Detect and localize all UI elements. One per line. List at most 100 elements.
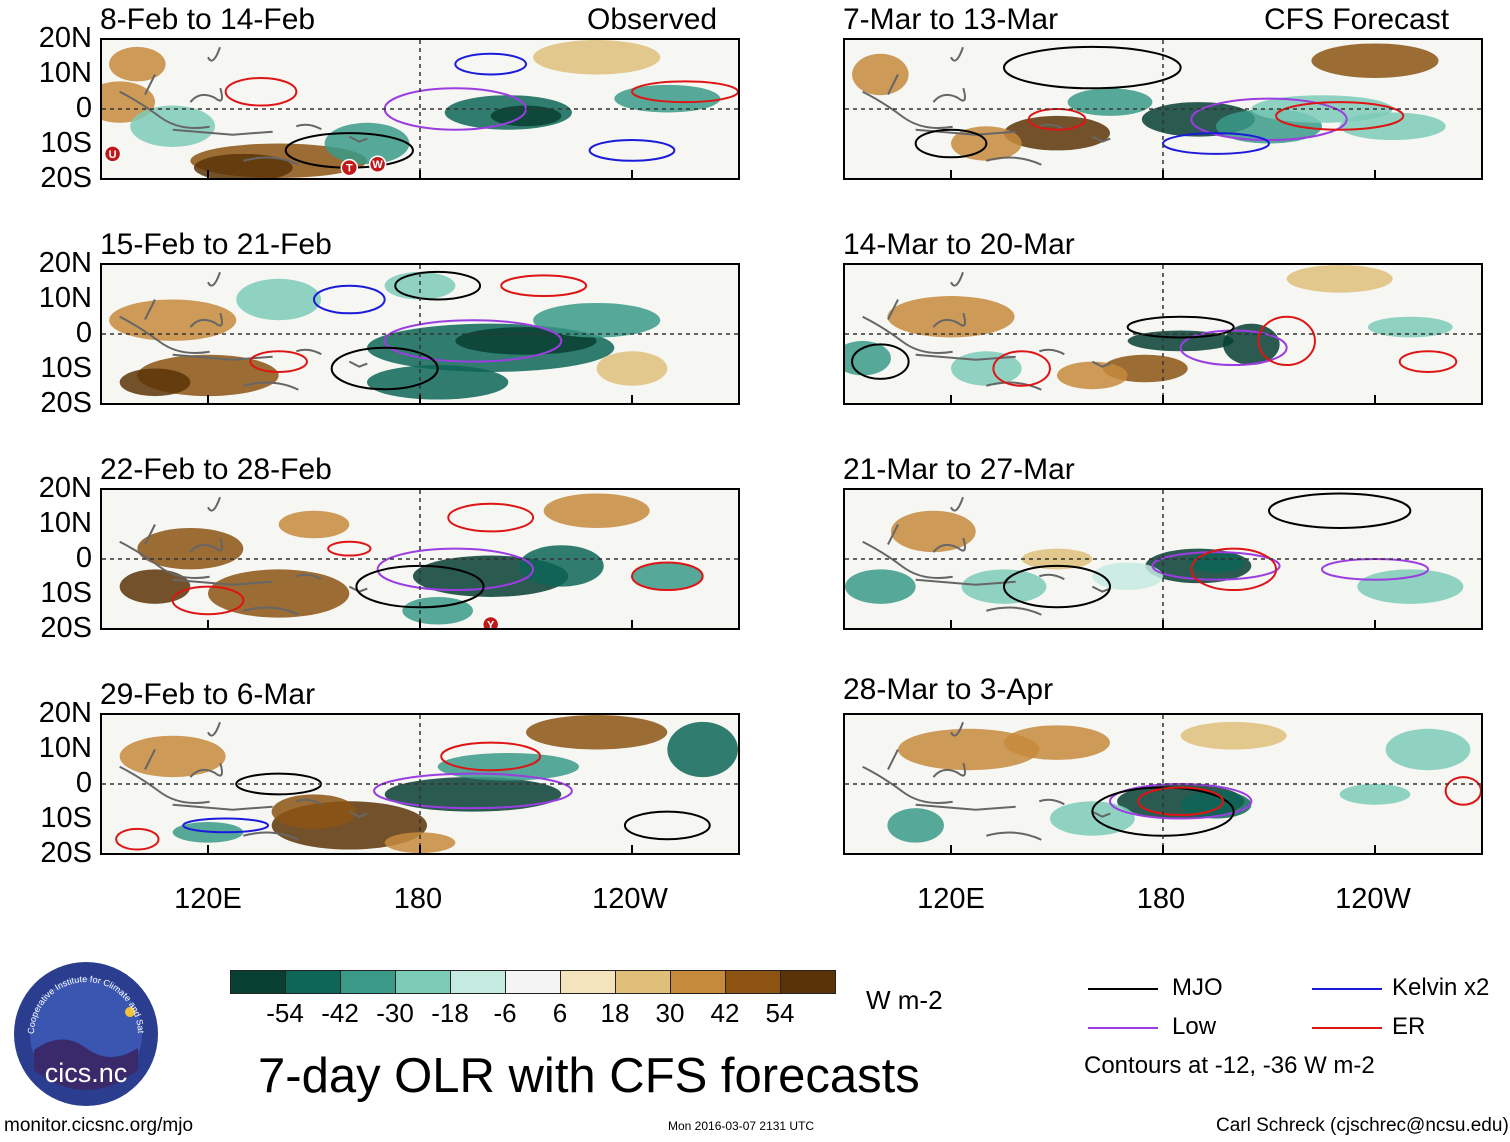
map-panel-3-plot: Y bbox=[102, 490, 738, 628]
lon-label-right-180: 180 bbox=[1136, 883, 1186, 915]
filter-contour bbox=[1398, 350, 1458, 373]
map-panel-4 bbox=[100, 713, 740, 855]
filter-contour bbox=[447, 502, 535, 533]
legend-label-mjo: MJO bbox=[1172, 974, 1223, 1001]
main-title: 7-day OLR with CFS forecasts bbox=[258, 1049, 920, 1103]
map-panel-1-plot: U T W bbox=[102, 40, 738, 178]
filter-contour bbox=[376, 547, 535, 592]
olr-anomaly-blob bbox=[236, 278, 322, 321]
colorbar-label-0: -54 bbox=[266, 998, 304, 1028]
filter-contour bbox=[1179, 329, 1288, 367]
lat-label-row2-3: 10S bbox=[40, 352, 92, 384]
olr-anomaly-blob bbox=[667, 721, 738, 778]
olr-anomaly-blob bbox=[193, 153, 293, 178]
filter-contour bbox=[373, 772, 573, 810]
map-panel-7-plot bbox=[845, 490, 1481, 628]
olr-anomaly-blob bbox=[1367, 316, 1453, 338]
filter-contour bbox=[182, 817, 270, 834]
olr-anomaly-blob bbox=[1187, 552, 1245, 573]
colorbar-cell-2 bbox=[340, 970, 396, 994]
colorbar-label-8: 42 bbox=[710, 998, 740, 1028]
map-panel-5 bbox=[843, 38, 1483, 180]
svg-text:T: T bbox=[346, 163, 353, 175]
colorbar-label-6: 18 bbox=[600, 998, 630, 1028]
filter-contour bbox=[1268, 492, 1412, 529]
cics-logo: Cooperative Institute for Climate and Sa… bbox=[9, 952, 160, 1108]
olr-anomaly-blob bbox=[384, 777, 562, 812]
legend-label-low: Low bbox=[1172, 1013, 1217, 1040]
lon-label-left-120w: 120W bbox=[592, 883, 668, 915]
olr-anomaly-blob bbox=[596, 351, 668, 386]
olr-anomaly-blob bbox=[614, 84, 721, 113]
olr-anomaly-blob bbox=[887, 808, 944, 843]
cyclone-marker-u: U bbox=[103, 145, 122, 163]
colorbar-cell-1 bbox=[285, 970, 341, 994]
filter-contour bbox=[851, 343, 910, 380]
filter-contour bbox=[1444, 776, 1481, 806]
lat-label-row3-4: 20S bbox=[40, 612, 92, 644]
filter-contour bbox=[224, 76, 298, 107]
filter-contour bbox=[1162, 132, 1270, 155]
cyclone-marker-t: T bbox=[340, 158, 359, 177]
lat-label-row4-3: 10S bbox=[40, 802, 92, 834]
colorbar-cell-7 bbox=[615, 970, 671, 994]
colorbar-cell-0 bbox=[230, 970, 286, 994]
map-panel-6-plot bbox=[845, 265, 1481, 403]
legend-note: Contours at -12, -36 W m-2 bbox=[1084, 1052, 1375, 1079]
coastline bbox=[862, 721, 1111, 841]
olr-anomaly-blob bbox=[1357, 569, 1464, 604]
filter-contour bbox=[440, 741, 542, 772]
olr-anomaly-blob bbox=[1067, 88, 1153, 116]
filter-contour bbox=[1275, 101, 1405, 131]
colorbar-cell-9 bbox=[725, 970, 781, 994]
olr-anomaly-blob bbox=[1339, 784, 1411, 805]
olr-anomaly-blob bbox=[1286, 265, 1393, 293]
footer-url[interactable]: monitor.cicsnc.org/mjo bbox=[4, 1115, 194, 1136]
panel-title-5: 7-Mar to 13-Mar bbox=[843, 3, 1059, 36]
lat-label-row4-4: 20S bbox=[40, 837, 92, 869]
olr-anomaly-blob bbox=[1180, 721, 1287, 750]
panel-title-7: 21-Mar to 27-Mar bbox=[843, 453, 1075, 486]
legend-line-kelvin bbox=[1312, 988, 1382, 990]
lat-label-row1-3: 10S bbox=[40, 127, 92, 159]
lat-label-row1-4: 20S bbox=[40, 162, 92, 194]
filter-contour bbox=[992, 350, 1051, 387]
lon-label-right-120w: 120W bbox=[1335, 883, 1411, 915]
colorbar-units: W m-2 bbox=[866, 985, 943, 1015]
colorbar-label-9: 54 bbox=[765, 998, 795, 1028]
filter-contour bbox=[1190, 547, 1278, 592]
filter-contour bbox=[588, 139, 676, 162]
olr-anomaly-blob bbox=[1049, 801, 1135, 836]
coastline bbox=[862, 271, 1111, 391]
legend-label-er: ER bbox=[1392, 1013, 1426, 1040]
filter-contour bbox=[454, 52, 527, 76]
map-panel-8 bbox=[843, 713, 1483, 855]
olr-anomaly-blob bbox=[852, 53, 909, 96]
svg-text:U: U bbox=[109, 149, 117, 161]
logo-text: cics.nc bbox=[45, 1058, 128, 1088]
colorbar-label-2: -30 bbox=[376, 998, 414, 1028]
lon-label-left-120e: 120E bbox=[174, 883, 242, 915]
olr-anomaly-blob bbox=[130, 105, 216, 147]
olr-anomaly-blob bbox=[526, 715, 668, 750]
map-panel-2 bbox=[100, 263, 740, 405]
olr-anomaly-blob bbox=[119, 569, 191, 604]
lon-label-right-120e: 120E bbox=[917, 883, 985, 915]
panel-title-4: 29-Feb to 6-Mar bbox=[100, 678, 316, 711]
panel-title-2: 15-Feb to 21-Feb bbox=[100, 228, 332, 261]
map-panel-8-plot bbox=[845, 715, 1481, 853]
olr-anomaly-blob bbox=[490, 105, 562, 127]
lat-label-row2-2: 0 bbox=[75, 317, 92, 349]
olr-anomaly-blob bbox=[890, 510, 976, 553]
filter-contour bbox=[1137, 786, 1225, 817]
map-panel-7 bbox=[843, 488, 1483, 630]
olr-anomaly-blob bbox=[518, 545, 604, 587]
map-panel-2-plot bbox=[102, 265, 738, 403]
colorbar-label-3: -18 bbox=[431, 998, 469, 1028]
lon-label-left-180: 180 bbox=[393, 883, 443, 915]
filter-contour bbox=[631, 80, 738, 104]
coastline bbox=[119, 721, 368, 841]
filter-contour bbox=[394, 270, 482, 301]
colorbar-label-5: 6 bbox=[552, 998, 568, 1028]
lat-label-row1-0: 20N bbox=[38, 22, 92, 54]
